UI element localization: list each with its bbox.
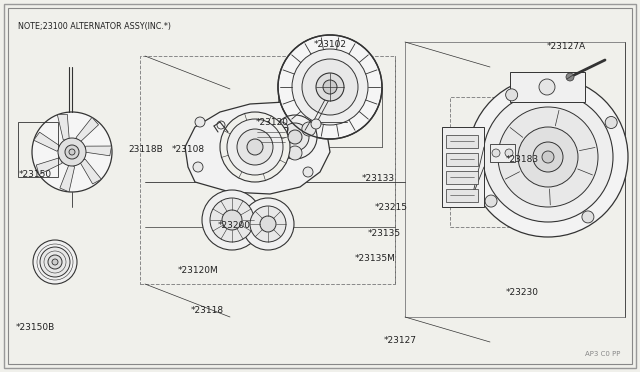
Circle shape	[32, 112, 112, 192]
Text: *23108: *23108	[172, 145, 205, 154]
Bar	[446, 135, 478, 148]
Circle shape	[220, 112, 290, 182]
Circle shape	[533, 142, 563, 172]
Circle shape	[302, 59, 358, 115]
Circle shape	[505, 149, 513, 157]
Text: *23127: *23127	[384, 336, 417, 345]
Circle shape	[288, 146, 302, 160]
Polygon shape	[58, 114, 69, 140]
Circle shape	[247, 139, 263, 155]
Circle shape	[468, 77, 628, 237]
Circle shape	[281, 123, 309, 151]
Polygon shape	[60, 164, 75, 192]
Circle shape	[566, 73, 574, 81]
Text: *23230: *23230	[506, 288, 539, 296]
Circle shape	[518, 127, 578, 187]
Circle shape	[260, 216, 276, 232]
Circle shape	[506, 89, 518, 101]
Circle shape	[492, 149, 500, 157]
Text: *23150B: *23150B	[16, 323, 55, 332]
Circle shape	[316, 73, 344, 101]
Bar	[255, 127, 287, 147]
Polygon shape	[79, 159, 101, 184]
Circle shape	[222, 210, 242, 230]
Circle shape	[40, 247, 70, 277]
Circle shape	[483, 92, 613, 222]
Circle shape	[303, 167, 313, 177]
Circle shape	[242, 198, 294, 250]
Circle shape	[195, 117, 205, 127]
Circle shape	[69, 149, 75, 155]
Text: *23135M: *23135M	[355, 254, 396, 263]
Polygon shape	[185, 102, 330, 194]
Circle shape	[227, 119, 283, 175]
Circle shape	[65, 145, 79, 159]
Bar	[450, 97, 570, 227]
Circle shape	[539, 79, 555, 95]
Circle shape	[58, 138, 86, 166]
Text: *23200: *23200	[218, 221, 251, 230]
Circle shape	[498, 107, 598, 207]
Text: *23133: *23133	[362, 174, 395, 183]
Text: *23183: *23183	[506, 155, 539, 164]
Circle shape	[48, 255, 62, 269]
Bar	[446, 189, 478, 202]
Circle shape	[288, 130, 302, 144]
Text: *23102: *23102	[314, 40, 347, 49]
Text: *23120: *23120	[256, 118, 289, 127]
Bar	[510, 72, 585, 102]
Text: *23120M: *23120M	[178, 266, 219, 275]
Text: NOTE;23100 ALTERNATOR ASSY(INC.*): NOTE;23100 ALTERNATOR ASSY(INC.*)	[18, 22, 171, 31]
Circle shape	[292, 49, 368, 125]
Circle shape	[542, 151, 554, 163]
Circle shape	[237, 129, 273, 165]
Circle shape	[210, 198, 254, 242]
Bar	[446, 153, 478, 166]
Polygon shape	[84, 146, 111, 156]
Circle shape	[582, 211, 594, 223]
Text: *23215: *23215	[374, 203, 408, 212]
Bar	[405, 42, 625, 317]
Circle shape	[485, 195, 497, 207]
Text: *23135: *23135	[368, 229, 401, 238]
Bar	[18, 122, 58, 177]
Text: *23150: *23150	[19, 170, 52, 179]
Bar	[446, 171, 478, 184]
Bar	[442, 127, 484, 207]
Text: 23118B: 23118B	[128, 145, 163, 154]
Circle shape	[52, 259, 58, 265]
Bar	[140, 56, 395, 284]
Circle shape	[311, 119, 321, 129]
Circle shape	[605, 116, 617, 128]
Circle shape	[278, 35, 382, 139]
Bar	[490, 144, 515, 162]
Text: *23127A: *23127A	[547, 42, 586, 51]
Circle shape	[273, 115, 317, 159]
Circle shape	[33, 240, 77, 284]
Circle shape	[302, 122, 316, 136]
Circle shape	[323, 80, 337, 94]
Polygon shape	[76, 117, 99, 142]
Polygon shape	[34, 132, 61, 151]
Text: AP3 C0 PP: AP3 C0 PP	[584, 351, 620, 357]
Circle shape	[274, 122, 288, 136]
Circle shape	[193, 162, 203, 172]
Polygon shape	[36, 157, 62, 174]
Circle shape	[250, 206, 286, 242]
Circle shape	[202, 190, 262, 250]
Text: *23118: *23118	[191, 306, 224, 315]
